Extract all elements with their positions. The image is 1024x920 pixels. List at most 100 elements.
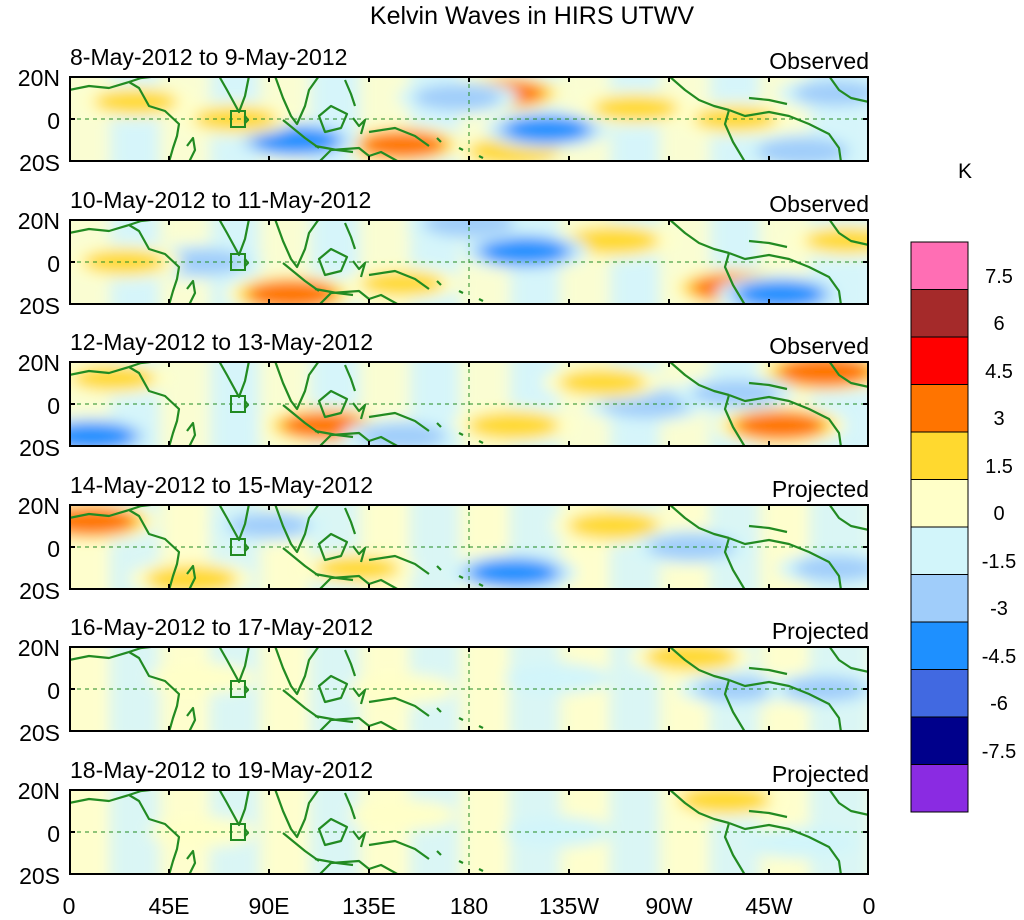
latitude-label: 20N [17, 65, 60, 91]
colorbar-label: 3 [993, 408, 1005, 430]
coastline [723, 679, 746, 732]
anomaly-blob [360, 271, 445, 296]
coastline [723, 109, 746, 162]
colorbar-swatch [910, 241, 969, 290]
anomaly-blob [414, 84, 502, 111]
coastline [828, 219, 869, 247]
coastline [436, 137, 484, 159]
latitude-label: 0 [47, 108, 60, 134]
anomaly-blob [193, 106, 278, 132]
anomaly-blob [158, 248, 247, 276]
coastline [728, 536, 843, 590]
coastline [318, 289, 400, 305]
anomaly-blob [805, 228, 869, 253]
anomaly-blob [505, 117, 588, 143]
anomaly-blob [737, 281, 823, 305]
coastline [352, 260, 367, 278]
coastline [668, 361, 730, 397]
latitude-label: 0 [47, 678, 60, 704]
colorbar-label: 1.5 [985, 455, 1013, 478]
colorbar-swatch [910, 574, 969, 623]
colorbar-swatch [910, 716, 969, 765]
coastline [282, 832, 320, 862]
coastline [282, 262, 320, 292]
coastline [343, 222, 357, 250]
colorbar-label: -4.5 [981, 645, 1017, 668]
coastline [318, 574, 400, 590]
coastline [273, 646, 320, 696]
colorbar-label: 0 [993, 503, 1005, 525]
longitude-label: 90W [645, 893, 693, 919]
coastline [368, 126, 430, 147]
coastline [343, 79, 357, 107]
coastline [748, 524, 788, 534]
coastline [352, 687, 367, 705]
coastline [273, 361, 320, 411]
longitude-label: 45W [745, 893, 793, 919]
coastline [186, 706, 197, 732]
panel-type-label: Observed [769, 333, 869, 359]
coastline [282, 689, 320, 719]
coastline [273, 789, 320, 839]
anomaly-blob [567, 511, 660, 540]
anomaly-blob [756, 137, 849, 162]
panel-type-label: Projected [771, 761, 869, 787]
coastline [748, 239, 788, 249]
colorbar-swatch [910, 479, 969, 528]
coastline [69, 650, 181, 732]
colorbar-swatch [910, 764, 969, 813]
map-panel [69, 219, 869, 305]
coastline [317, 247, 349, 277]
coastline [436, 422, 484, 444]
panel-type-label: Projected [771, 476, 869, 502]
latitude-label: 20S [19, 578, 60, 604]
anomaly-blob [82, 249, 167, 275]
coastline [828, 361, 869, 389]
coastline [282, 404, 320, 434]
coastline [318, 431, 400, 447]
coastline [273, 76, 320, 126]
map-panel [69, 504, 869, 590]
coastline [186, 849, 197, 875]
longitude-label: 0 [62, 893, 76, 919]
coastline [186, 421, 197, 447]
colorbar-label: -3 [990, 598, 1008, 620]
longitude-label: 180 [449, 893, 489, 919]
coastline [368, 554, 430, 575]
coastline [69, 793, 181, 875]
coastline [314, 287, 354, 297]
anomaly-blob [793, 80, 869, 106]
anomaly-blob [349, 799, 456, 830]
longitude-label: 45E [148, 893, 190, 919]
map-panel [69, 361, 869, 447]
panel-type-label: Projected [771, 618, 869, 644]
coastline [69, 508, 181, 590]
coastline [723, 822, 746, 875]
coastline [723, 394, 746, 447]
anomaly-blob [647, 533, 735, 561]
colorbar-swatch [910, 289, 969, 338]
anomaly-blob [467, 411, 560, 440]
coastline [317, 389, 349, 419]
latitude-label: 0 [47, 536, 60, 562]
panel-date-range: 16-May-2012 to 17-May-2012 [70, 614, 373, 640]
anomaly-blob [149, 816, 256, 848]
latitude-label: 20N [17, 778, 60, 804]
latitude-label: 20N [17, 635, 60, 661]
latitude-label: 20S [19, 863, 60, 889]
coastline [352, 545, 367, 563]
panel-type-label: Observed [769, 48, 869, 74]
anomaly-blob [145, 565, 237, 590]
coastline [728, 678, 843, 732]
coastline [186, 136, 197, 162]
chart-title: Kelvin Waves in HIRS UTWV [369, 2, 695, 30]
coastline [314, 429, 354, 439]
colorbar-swatch [910, 621, 969, 670]
coastline [436, 565, 484, 587]
coastline [273, 219, 320, 269]
coastline [352, 830, 367, 848]
colorbar-swatch [910, 384, 969, 433]
longitude-label: 90E [248, 893, 290, 919]
coastline [186, 564, 197, 590]
coastline [317, 817, 349, 847]
